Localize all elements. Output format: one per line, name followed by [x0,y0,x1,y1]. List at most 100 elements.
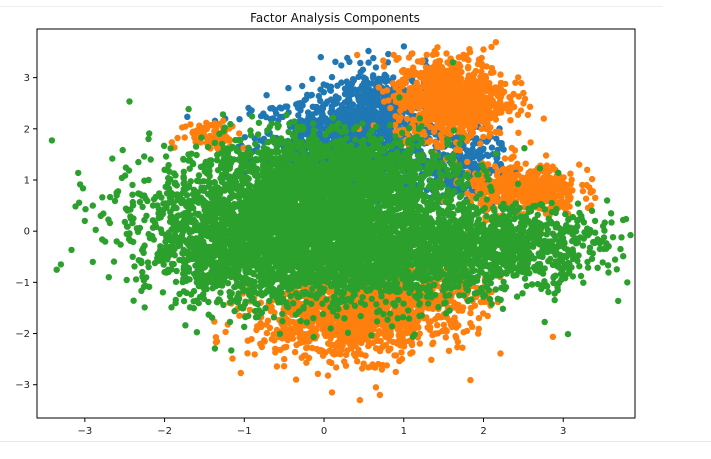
data-point [574,200,582,207]
data-point [492,39,500,46]
data-point [319,347,326,355]
data-point [568,176,575,183]
data-point [414,87,421,95]
data-point [547,182,554,189]
data-point [497,94,504,101]
cell-bottom-border [0,441,711,442]
data-point [467,309,474,317]
data-point [380,63,388,70]
data-point [380,116,387,124]
data-point [478,104,485,112]
data-point [333,364,340,371]
data-point [407,350,414,357]
data-point [491,163,499,170]
data-point [268,303,275,310]
data-point [296,339,304,347]
data-point [522,160,529,167]
data-point [315,92,322,100]
data-point [455,307,462,314]
data-point [356,94,363,101]
data-point [467,376,474,384]
data-point [324,98,331,105]
data-point [558,177,566,184]
data-point [466,48,474,56]
data-point [280,363,288,370]
data-point [317,86,324,93]
data-point [147,156,154,163]
data-point [383,73,390,80]
data-point [447,180,454,188]
data-point [497,71,504,78]
data-point [415,324,422,331]
data-point [405,54,413,61]
data-point [410,102,417,109]
data-point [189,128,197,135]
data-point [408,339,415,346]
data-point [470,70,477,78]
data-point [281,355,288,363]
data-point [236,130,243,137]
data-point [337,351,344,358]
data-point [443,50,450,57]
data-point [396,94,403,101]
data-point [503,102,511,109]
data-point [314,370,322,377]
data-point [455,95,463,102]
data-point [567,170,574,177]
data-point [369,74,377,81]
data-point [338,102,346,109]
data-point [387,345,394,352]
data-point [495,179,503,187]
data-point [350,113,357,121]
data-point [520,175,527,182]
data-point [425,91,432,99]
data-point [455,54,463,61]
data-point [464,190,471,197]
data-point [257,340,264,347]
data-point [295,112,302,119]
data-point [245,104,252,112]
data-point [313,326,320,334]
data-point [411,71,418,79]
data-point [472,106,479,113]
data-point [395,332,402,339]
data-point [263,321,270,328]
data-point [440,69,448,76]
data-point [485,152,492,159]
data-point [470,141,477,148]
data-point [564,184,571,192]
data-point [390,74,397,81]
data-point [524,189,532,196]
data-point [518,190,525,198]
data-point [354,51,361,59]
data-point [313,109,320,116]
data-point [288,334,296,341]
data-point [488,43,495,51]
data-point [368,80,375,87]
data-point [358,339,365,346]
data-point [520,100,527,107]
data-point [375,111,382,118]
data-point [468,92,476,100]
data-point [439,328,446,335]
data-point [328,389,336,396]
data-point [460,105,467,112]
data-point [332,100,340,107]
data-point [488,144,496,151]
data-point [427,123,434,130]
data-point [168,139,175,146]
data-point [223,133,230,141]
data-point [378,366,386,373]
data-point [475,325,482,332]
data-point [432,59,439,66]
data-point [551,192,558,200]
data-point [502,80,509,88]
data-point [174,134,181,142]
data-point [480,77,487,84]
data-point [385,92,392,99]
data-point [432,83,439,90]
data-point [440,105,447,112]
data-point [480,133,487,141]
data-point [246,306,254,314]
data-point [361,110,368,118]
